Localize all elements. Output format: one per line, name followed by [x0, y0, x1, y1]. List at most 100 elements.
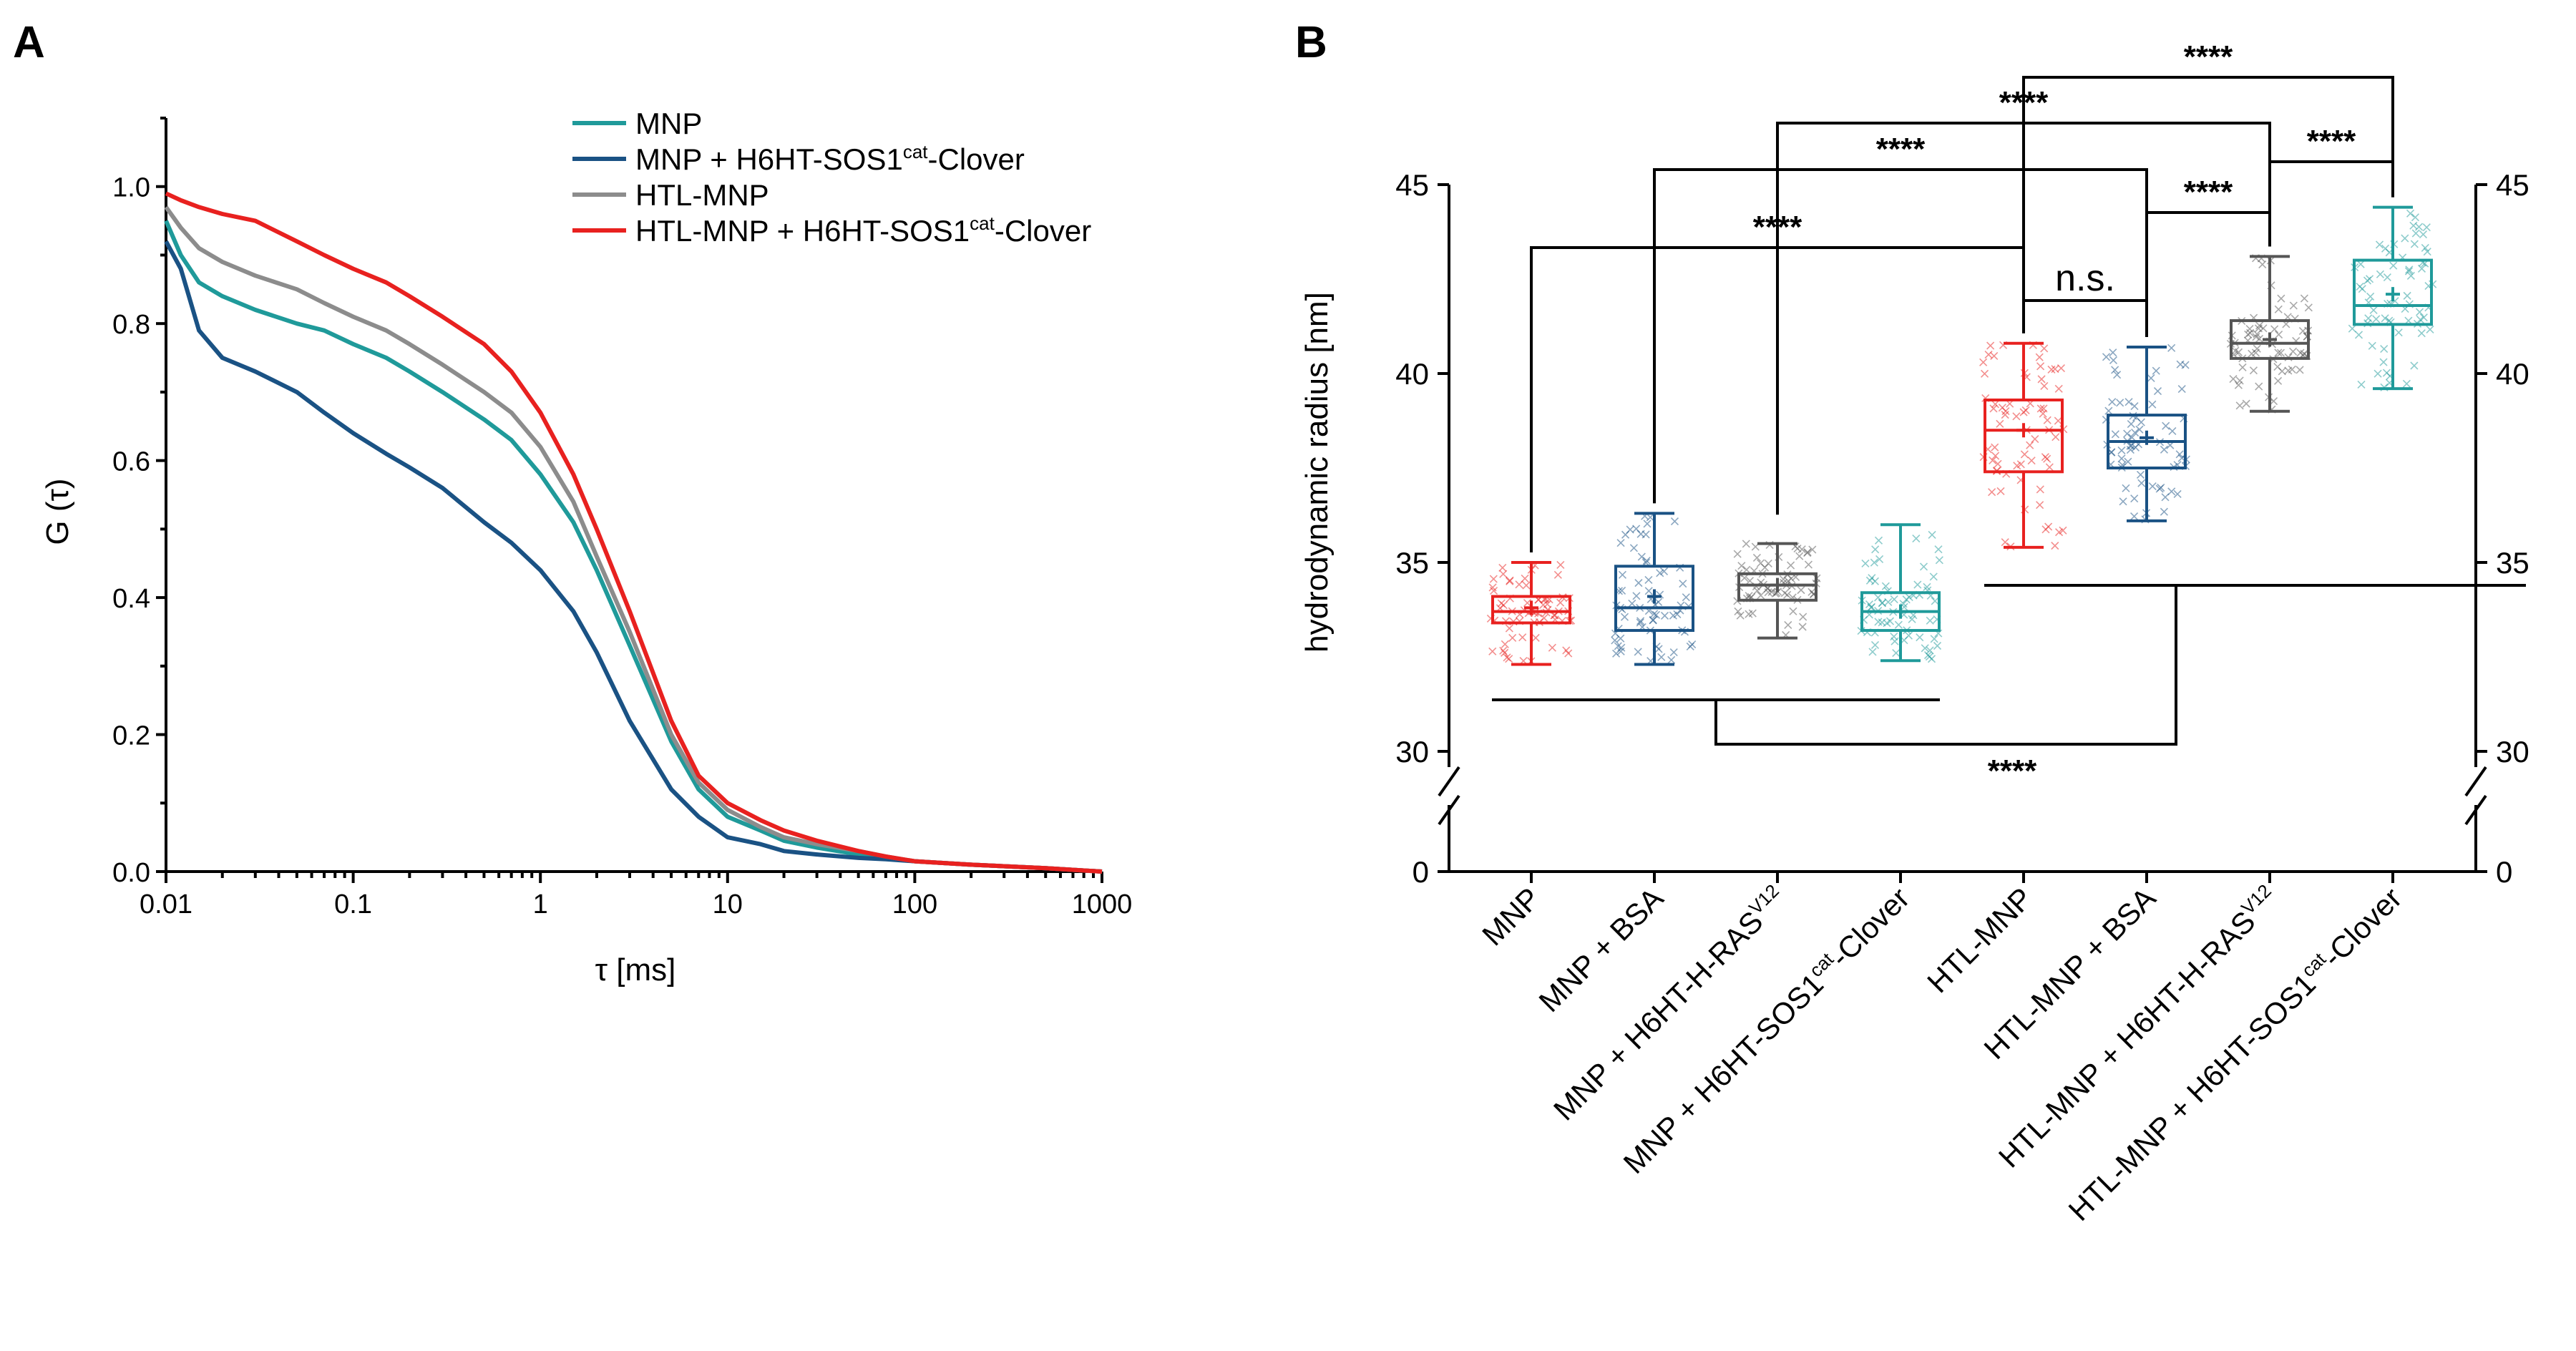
- panel-b-data-point: [2043, 416, 2051, 424]
- panel-b-data-point: [1798, 623, 1807, 631]
- panel-b-data-point: [1553, 570, 1562, 579]
- panel-b-box: [1737, 572, 1818, 602]
- panel-b-data-point: [1740, 574, 1749, 582]
- panel-b-data-point: [1656, 569, 1664, 577]
- panel-b-data-point: [2031, 434, 2039, 444]
- panel-b-data-point: [1928, 530, 1936, 539]
- panel-a-y-tick-label: 1.0: [112, 173, 150, 203]
- panel-b-data-point: [2130, 494, 2139, 503]
- panel-b-data-point: [2123, 429, 2132, 438]
- panel-b-data-point: [2255, 382, 2263, 391]
- panel-b-data-point: [1930, 635, 1938, 643]
- panel-b-data-point: [2012, 412, 2021, 421]
- panel-b-data-point: [2419, 230, 2428, 239]
- panel-b-data-point: [1757, 591, 1765, 600]
- panel-b-data-point: [1984, 350, 1993, 359]
- panel-b-data-point: [1506, 576, 1514, 585]
- panel-b-chart: hydrodynamic radius [nm] 0 0 30 30 35 35 40 40 4…: [1299, 39, 2529, 1227]
- panel-b-data-point: [1797, 586, 1805, 595]
- panel-b-data-point: [1890, 632, 1898, 641]
- panel-a-x-tick-label: 10: [713, 889, 743, 920]
- panel-b-data-point: [2160, 507, 2168, 516]
- panel-b-mean-marker: [1647, 589, 1662, 604]
- panel-a-x-tick-label: 0.1: [334, 889, 372, 920]
- panel-b-data-point: [1883, 619, 1891, 628]
- panel-b-y-tick-label-right: 45: [2496, 168, 2529, 202]
- panel-a-legend-entry: HTL-MNP: [635, 178, 769, 212]
- panel-b-data-point: [2147, 374, 2155, 382]
- panel-b-data-point: [2417, 329, 2426, 338]
- panel-b-data-point: [1996, 419, 2004, 428]
- panel-b-data-point: [1926, 646, 1934, 655]
- panel-b-data-point: [1499, 570, 1508, 578]
- panel-b-data-point: [1489, 586, 1498, 595]
- panel-b-data-point: [2254, 324, 2263, 333]
- panel-a-series-line: [164, 205, 1103, 874]
- panel-b-data-point: [1670, 517, 1679, 526]
- panel-b-data-point: [1926, 616, 1934, 625]
- panel-b-data-point: [2258, 260, 2267, 269]
- panel-b-data-point: [1503, 653, 1511, 662]
- panel-b-data-point: [1734, 607, 1742, 615]
- panel-b-data-point: [1650, 610, 1659, 618]
- panel-b-significance-bracket: [2145, 211, 2271, 338]
- panel-b-data-point: [1772, 589, 1781, 598]
- panel-b-data-point: [2251, 348, 2260, 357]
- panel-b-mean-marker: [2016, 423, 2031, 438]
- panel-b-data-point: [1508, 633, 1517, 643]
- panel-b-data-point: [2381, 314, 2389, 323]
- panel-b-data-point: [1501, 640, 1509, 648]
- panel-b-data-point: [1556, 598, 1565, 607]
- panel-b-data-point: [1657, 653, 1666, 661]
- panel-b-data-point: [2411, 229, 2420, 238]
- panel-b-data-point: [1784, 620, 1792, 629]
- panel-b-data-point: [2160, 445, 2169, 454]
- panel-b-mean-marker: [2386, 287, 2400, 302]
- panel-b-data-point: [1521, 574, 1529, 582]
- panel-b-data-point: [2403, 291, 2411, 300]
- panel-a-series-line: [165, 191, 1103, 874]
- panel-b-y-tick-label-left: 35: [1395, 546, 1429, 580]
- panel-b-data-point: [1881, 582, 1890, 590]
- panel-b-data-point: [1679, 580, 1687, 588]
- panel-b-data-point: [1733, 550, 1742, 558]
- panel-b-data-point: [1686, 642, 1694, 651]
- panel-b-data-point: [2026, 441, 2034, 449]
- panel-b-data-point: [1991, 400, 1999, 409]
- panel-b-box: [1491, 595, 1571, 625]
- panel-b-data-point: [2135, 425, 2144, 434]
- panel-b-data-point: [1667, 655, 1676, 664]
- panel-b-data-point: [2383, 273, 2391, 282]
- panel-b-data-point: [2111, 430, 2119, 439]
- panel-b-data-point: [2176, 360, 2185, 369]
- panel-b-data-point: [1787, 575, 1795, 583]
- panel-b-data-point: [1797, 545, 1806, 554]
- panel-b-data-point: [1629, 544, 1638, 552]
- panel-b-data-point: [1752, 553, 1761, 562]
- panel-b-data-point: [2051, 542, 2059, 550]
- panel-b-data-point: [2411, 213, 2419, 222]
- panel-b-data-point: [1861, 559, 1870, 567]
- panel-b-box: [2353, 258, 2433, 326]
- panel-b-data-point: [2253, 330, 2261, 338]
- panel-b-data-point: [2054, 416, 2062, 425]
- panel-b-y-tick-label-left: 45: [1395, 168, 1429, 202]
- panel-b-data-point: [2040, 344, 2049, 353]
- panel-b-data-point: [2300, 294, 2308, 303]
- panel-b-data-point: [1991, 443, 1999, 452]
- panel-b-data-point: [1548, 643, 1556, 652]
- panel-b-data-point: [2379, 358, 2388, 366]
- panel-b-significance-bracket: [2022, 299, 2148, 338]
- panel-b-data-point: [1923, 582, 1931, 591]
- panel-b-data-point: [1789, 607, 1797, 615]
- panel-b-data-point: [2168, 426, 2177, 435]
- panel-b-data-point: [2421, 243, 2429, 252]
- panel-a-y-tick-label: 0.0: [112, 858, 150, 888]
- panel-b-data-point: [2104, 406, 2113, 415]
- panel-b-data-point: [2039, 409, 2047, 418]
- panel-b-data-point: [1497, 599, 1506, 608]
- panel-b-data-point: [1737, 562, 1746, 570]
- panel-b-data-point: [1499, 646, 1508, 655]
- panel-a-chart: G (τ) τ [ms] 0.0 0.2 0.4 0.6 0.8 1.0 0.01 0.1 1 1…: [40, 107, 1132, 987]
- panel-b-data-point: [2001, 407, 2010, 416]
